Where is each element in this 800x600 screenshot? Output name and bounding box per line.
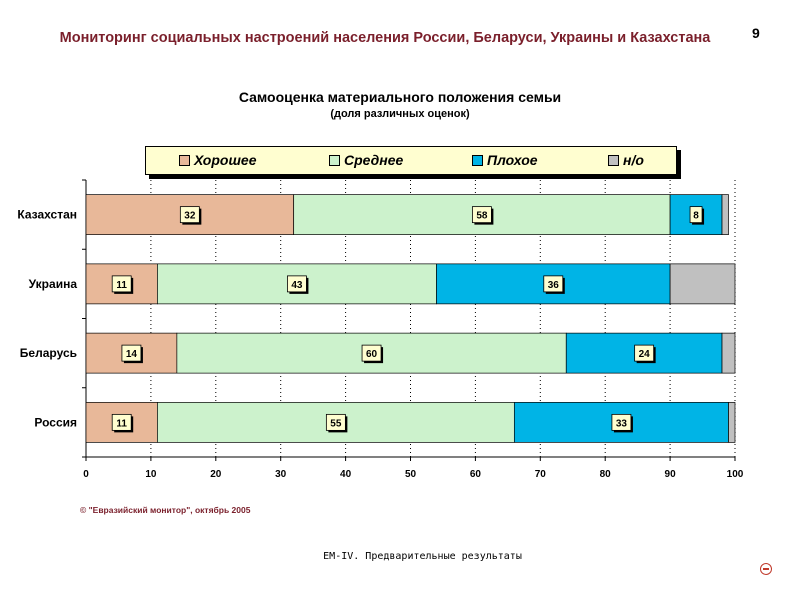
data-label-2-0: 14 [126,349,138,360]
data-label-0-0: 32 [184,211,196,222]
legend-item-good: Хорошее [179,152,256,168]
legend-item-bad: Плохое [472,152,538,168]
data-label-box-2-1 [361,344,382,362]
legend-swatch-no-answer [608,154,619,166]
legend-item-average: Среднее [329,152,403,168]
data-label-box-2-2 [634,344,655,362]
data-label-0-1: 58 [476,211,488,222]
data-label-box-1-1 [287,275,307,293]
bar-segment-2-3 [721,332,736,374]
footer-note: EM-IV. Предварительные результаты [323,551,522,562]
x-tick-label-8: 80 [600,469,612,480]
x-tick-label-9: 90 [665,469,677,480]
legend-label-average: Среднее [344,152,404,168]
legend-item-no-answer: н/о [608,152,644,168]
data-label-box-2-0 [121,344,142,362]
data-label-0-2: 8 [693,211,699,222]
x-tick-label-7: 70 [535,469,547,480]
data-label-box-3-1 [325,413,346,431]
x-tick-label-2: 20 [210,469,222,480]
x-tick-label-3: 30 [275,469,287,480]
data-label-1-1: 43 [291,280,303,291]
circle-minus-icon [760,563,772,575]
category-label-3: Россия [34,415,77,429]
category-label-2: Беларусь [20,346,77,360]
x-tick-label-0: 0 [83,469,89,480]
chart-legend: Хорошее Среднее Плохое н/о [145,146,677,175]
data-label-box-0-2 [689,206,703,224]
legend-swatch-bad [472,154,483,166]
category-label-1: Украина [29,277,78,291]
legend-label-no-answer: н/о [623,152,644,168]
copyright-note: © "Евразийский монитор", октябрь 2005 [80,505,251,515]
legend-label-good: Хорошее [194,152,257,168]
chart-subtitle: (доля различных оценок) [330,108,470,120]
bar-segment-1-3 [669,263,736,305]
bar-segment-0-3 [721,194,729,235]
data-label-3-0: 11 [116,418,127,429]
data-label-1-0: 11 [116,280,127,291]
legend-swatch-average [329,154,340,166]
data-label-1-2: 36 [548,280,560,291]
category-label-0: Казахстан [17,208,77,222]
page-number: 9 [752,25,760,41]
data-label-box-3-2 [611,413,632,431]
page-header-title: Мониторинг социальных настроений населен… [59,30,711,46]
x-tick-label-4: 40 [340,469,352,480]
legend-label-bad: Плохое [487,152,538,168]
x-tick-label-10: 100 [727,469,744,480]
x-tick-label-1: 10 [145,469,157,480]
data-label-box-1-2 [543,275,564,293]
data-label-box-0-1 [471,206,492,224]
legend-swatch-good [179,154,190,166]
x-tick-label-6: 60 [470,469,482,480]
data-label-2-2: 24 [639,349,651,360]
chart-title: Самооценка материального положения семьи [238,89,562,105]
data-label-box-1-0 [111,275,132,293]
data-label-box-3-0 [111,413,132,431]
bar-segment-3-3 [728,402,736,443]
data-label-2-1: 60 [366,349,378,360]
data-label-3-2: 33 [616,418,628,429]
data-label-3-1: 55 [330,418,342,429]
x-tick-label-5: 50 [405,469,417,480]
data-label-box-0-0 [179,206,200,224]
